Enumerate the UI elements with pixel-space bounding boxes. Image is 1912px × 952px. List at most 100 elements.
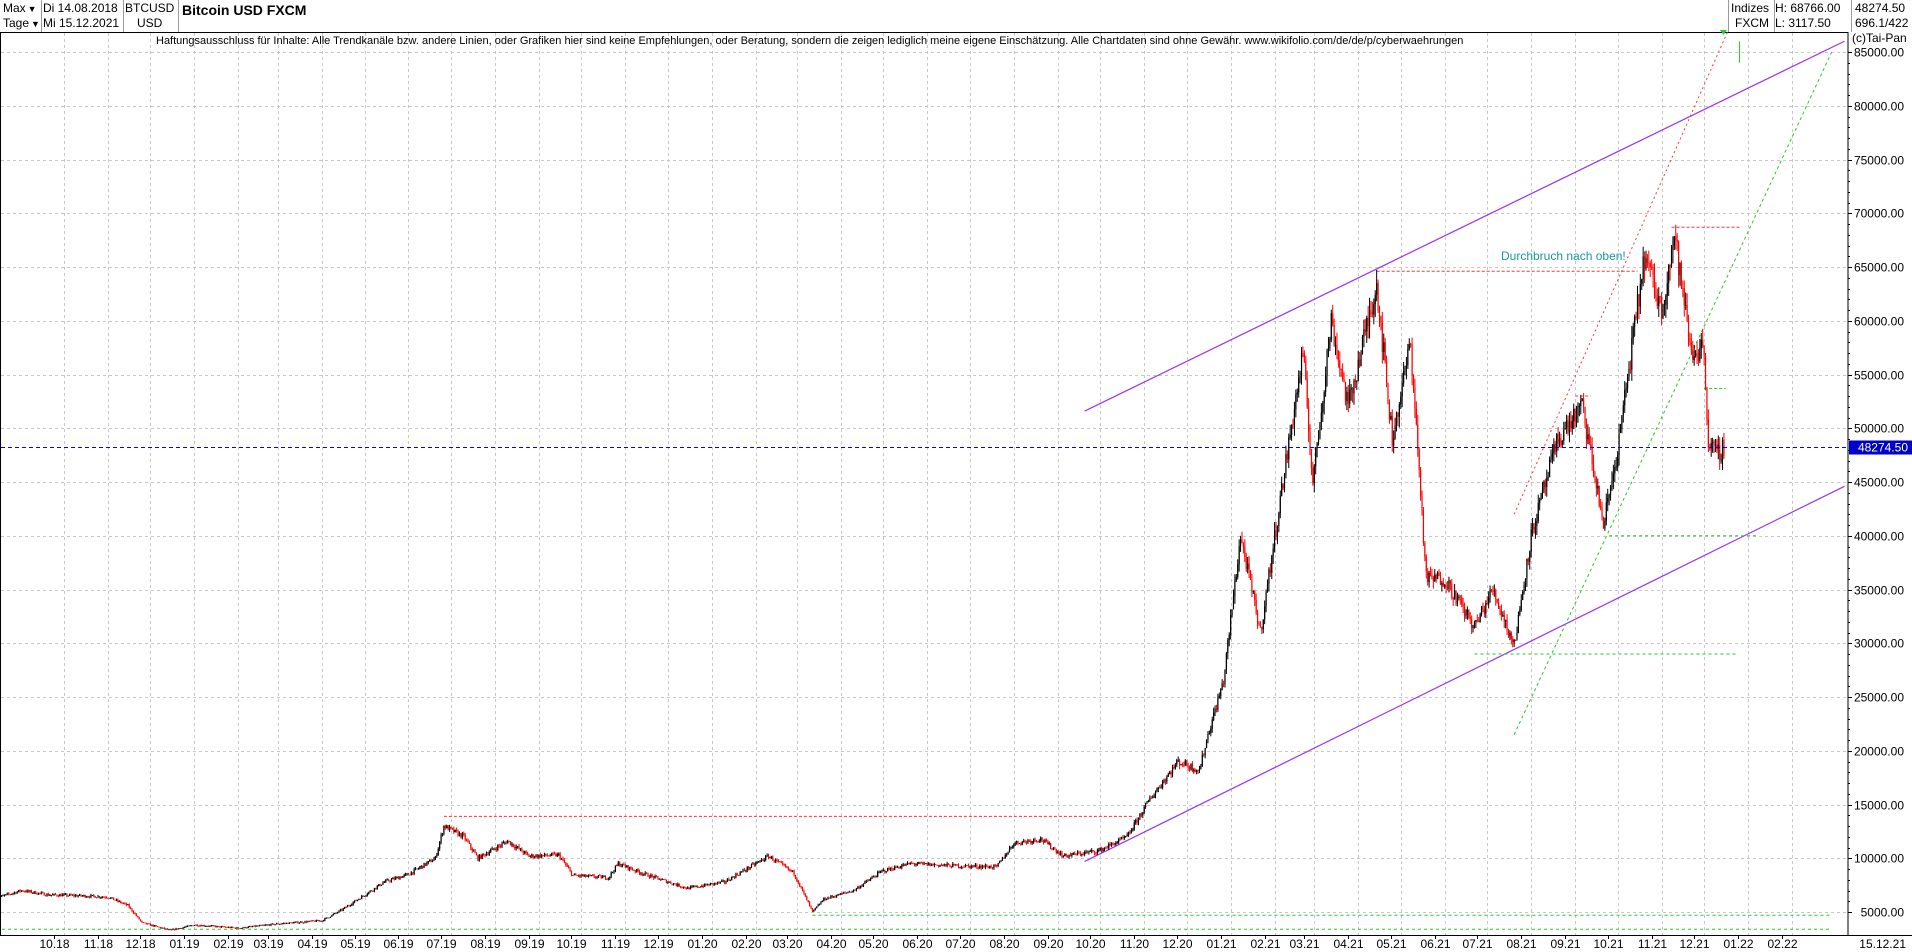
candle-body <box>786 866 788 868</box>
candle-body <box>1309 431 1311 455</box>
candle-body <box>178 928 180 930</box>
candle-body <box>1489 589 1491 598</box>
x-tick-label: 09.19 <box>514 937 544 951</box>
candle-body <box>71 894 74 896</box>
candle-body <box>1706 387 1708 420</box>
candle-body <box>1259 625 1262 628</box>
last-price-marker <box>1849 440 1912 455</box>
symbol-label[interactable]: BTCUSD <box>125 1 175 15</box>
candle-body <box>716 882 719 884</box>
candle-body <box>1495 590 1497 600</box>
candle-body <box>0 896 1 898</box>
candle-body <box>898 867 900 868</box>
candle-body <box>1316 442 1318 448</box>
candle-body <box>434 856 436 859</box>
candle-body <box>1587 434 1589 440</box>
candle-body <box>108 897 110 899</box>
candle-body <box>1451 583 1453 598</box>
candle-body <box>213 925 215 927</box>
x-tick-label: 07.21 <box>1462 937 1492 951</box>
candle-body <box>621 863 624 866</box>
candle-body <box>304 921 306 923</box>
candle-body <box>403 874 405 877</box>
candle-body <box>519 848 522 850</box>
candle-body <box>285 922 288 924</box>
candle-body <box>973 865 975 867</box>
candle-body <box>508 840 510 842</box>
candle-body <box>592 875 594 877</box>
candle-body <box>1103 847 1106 849</box>
candle-body <box>42 892 44 894</box>
candle-body <box>328 917 330 919</box>
candle-body <box>1333 324 1335 346</box>
candle-body <box>103 896 105 898</box>
candle-body <box>1187 765 1189 768</box>
candle-body <box>847 892 849 894</box>
candle-body <box>1591 446 1593 465</box>
candle-body <box>1044 839 1046 843</box>
candle-body <box>590 875 592 877</box>
candle-body <box>1006 854 1008 856</box>
candle-body <box>1003 857 1005 859</box>
candle-body <box>1670 249 1673 267</box>
candle-body <box>1014 842 1016 845</box>
candle-body <box>555 853 557 857</box>
candle-body <box>904 864 906 866</box>
candle-body <box>1127 832 1130 835</box>
candle-body <box>1116 842 1118 843</box>
candle-body <box>1222 683 1225 685</box>
candle-body <box>1354 380 1356 383</box>
candle-body <box>1540 492 1542 500</box>
candle-body <box>1461 597 1463 605</box>
x-tick-label: 07.20 <box>945 937 975 951</box>
candle-body <box>750 864 753 868</box>
candle-body <box>874 876 876 878</box>
candle-body <box>1696 353 1698 355</box>
candle-body <box>892 869 894 871</box>
candle-body <box>698 887 700 888</box>
candle-body <box>182 927 184 929</box>
candle-body <box>1282 483 1284 489</box>
candle-body <box>488 852 490 855</box>
candle-body <box>848 891 850 893</box>
candle-body <box>1329 339 1331 348</box>
candle-body <box>254 925 256 927</box>
candle-body <box>410 872 412 876</box>
candle-body <box>517 846 519 848</box>
candle-body <box>906 862 909 864</box>
candle-body <box>93 894 95 897</box>
candle-body <box>1037 841 1039 843</box>
candle-body <box>558 853 560 855</box>
candle-body <box>164 927 166 929</box>
candle-body <box>1183 765 1185 766</box>
x-tick-label: 09.20 <box>1033 937 1063 951</box>
range-dropdown[interactable]: Max ▼ <box>3 1 37 17</box>
interval-dropdown[interactable]: Tage ▼ <box>3 16 40 32</box>
candle-body <box>1224 669 1226 685</box>
candle-body <box>604 876 607 880</box>
candle-body <box>1334 344 1337 346</box>
candle-body <box>779 861 781 863</box>
candle-body <box>970 865 972 868</box>
candle-body <box>405 873 407 875</box>
candle-body <box>287 922 289 924</box>
candle-body <box>797 880 799 884</box>
candle-body <box>361 895 363 900</box>
candle-body <box>765 855 767 861</box>
candle-body <box>986 865 988 867</box>
candle-body <box>494 849 496 850</box>
candle-body <box>80 894 82 896</box>
candle-body <box>653 876 655 879</box>
candle-body <box>1112 842 1114 844</box>
candle-body <box>1078 852 1080 854</box>
candle-body <box>706 884 709 886</box>
candle-body <box>680 886 682 888</box>
candle-body <box>1081 853 1083 855</box>
x-tick-label: 04.21 <box>1333 937 1363 951</box>
candle-body <box>1088 851 1090 853</box>
candle-body <box>641 873 643 875</box>
candle-body <box>1079 852 1081 855</box>
candle-body <box>1205 739 1208 749</box>
candle-body <box>1601 507 1603 518</box>
